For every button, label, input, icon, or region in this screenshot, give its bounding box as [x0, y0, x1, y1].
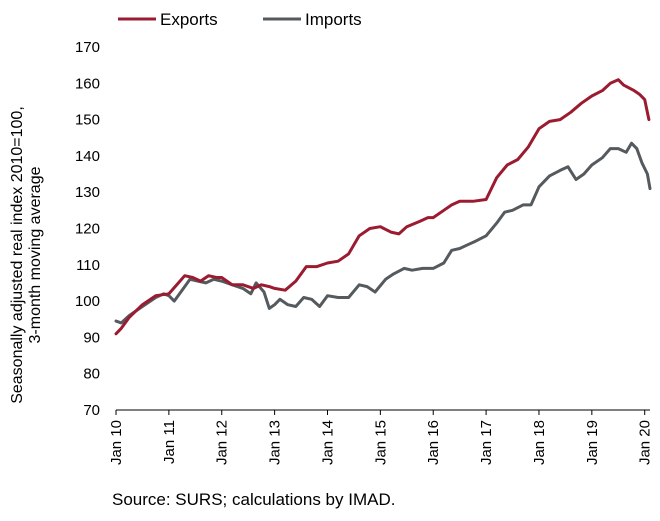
x-tick-label: Jan 14: [319, 420, 336, 465]
series-line-exports: [114, 78, 651, 336]
legend-label-imports: Imports: [305, 10, 362, 29]
x-tick-label: Jan 20: [637, 420, 654, 465]
y-tick-label: 100: [75, 293, 100, 310]
series-layer: [114, 78, 652, 336]
x-tick-label: Jan 11: [161, 420, 178, 464]
y-tick-label: 70: [83, 402, 100, 419]
y-tick-label: 80: [83, 366, 100, 383]
x-tick-label: Jan 16: [425, 420, 442, 465]
y-tick-label: 170: [75, 39, 100, 56]
y-axis-title-line-2: 3-month moving average: [27, 166, 44, 343]
x-axis-ticks: Jan 10 Jan 11 Jan 12 Jan 13 Jan 14 Jan 15 Jan …: [108, 410, 654, 465]
y-tick-label: 160: [75, 75, 100, 92]
x-tick-label: Jan 13: [267, 420, 284, 465]
legend-label-exports: Exports: [160, 10, 218, 29]
series-line-imports: [114, 141, 652, 325]
y-tick-label: 120: [75, 221, 100, 238]
x-tick-label: Jan 18: [531, 420, 548, 465]
y-tick-label: 150: [75, 112, 100, 129]
x-tick-label: Jan 15: [372, 420, 389, 465]
y-tick-label: 90: [83, 329, 100, 346]
legend: Exports Imports: [118, 10, 362, 29]
y-axis-title: Seasonally adjusted real index 2010=100,…: [9, 106, 44, 404]
y-axis-title-line-1: Seasonally adjusted real index 2010=100,: [9, 106, 26, 404]
source-note: Source: SURS; calculations by IMAD.: [112, 490, 396, 509]
x-tick-label: Jan 17: [478, 420, 495, 465]
x-tick-label: Jan 10: [108, 420, 125, 465]
y-tick-label: 130: [75, 184, 100, 201]
y-axis-ticks: 70 80 90 100 110 120 130 140 150 160 170: [75, 39, 100, 419]
x-tick-label: Jan 12: [214, 420, 231, 465]
y-tick-label: 140: [75, 148, 100, 165]
x-tick-label: Jan 19: [584, 420, 601, 465]
y-tick-label: 110: [76, 257, 100, 274]
